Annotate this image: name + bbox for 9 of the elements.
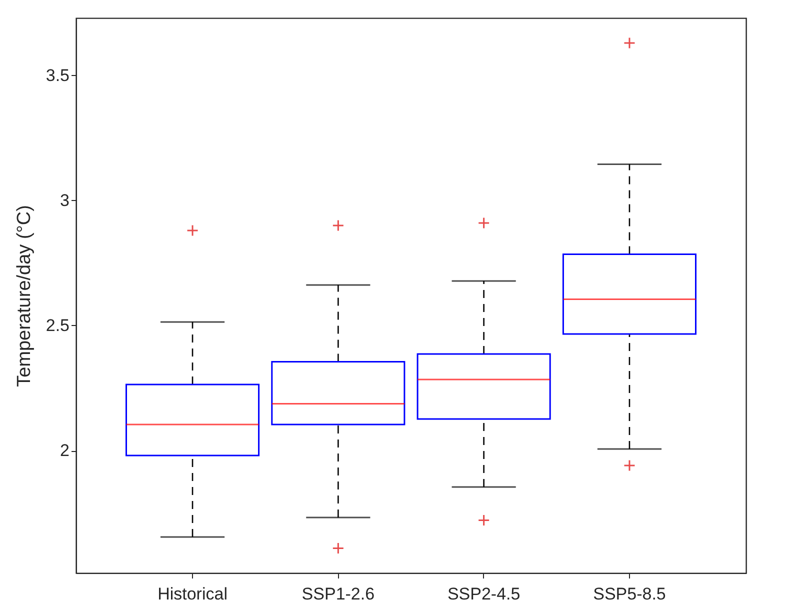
x-tick-label: SSP1-2.6 (302, 584, 375, 604)
x-tick-label: SSP2-4.5 (447, 584, 520, 604)
y-axis-title: Temperature/day (°C) (14, 205, 35, 387)
y-tick-label: 2 (60, 441, 70, 460)
y-tick-label: 3.5 (46, 66, 70, 85)
y-tick-label: 2.5 (46, 316, 70, 335)
y-tick-label: 3 (60, 191, 70, 210)
x-tick-label: Historical (158, 584, 228, 604)
x-tick-label: SSP5-8.5 (593, 584, 666, 604)
